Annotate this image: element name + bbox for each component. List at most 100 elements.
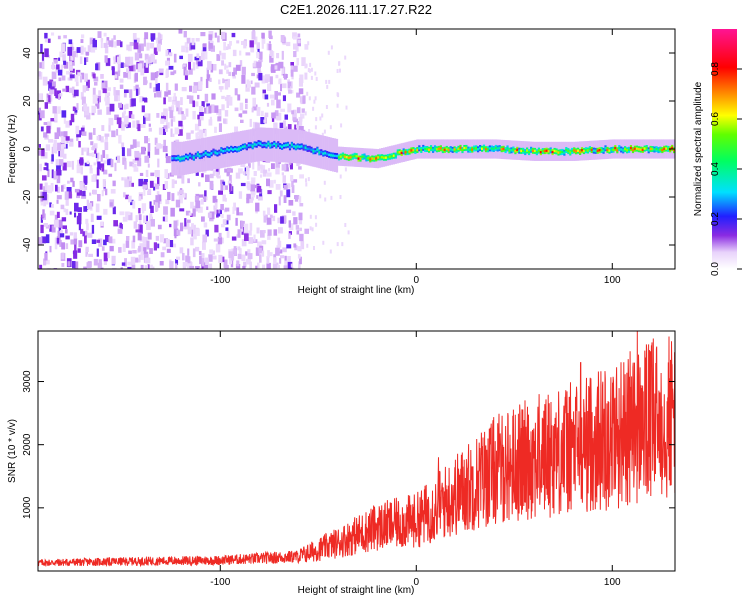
- noise-cell: [306, 91, 309, 96]
- noise-cell: [286, 244, 292, 249]
- ridge-peak-cell: [288, 146, 292, 149]
- noise-cell: [91, 105, 96, 113]
- noise-cell: [281, 164, 287, 171]
- noise-cell: [164, 181, 168, 189]
- noise-cell: [136, 141, 140, 148]
- noise-cell: [122, 243, 126, 252]
- noise-cell: [228, 174, 232, 184]
- noise-cell: [184, 218, 187, 227]
- noise-cell: [142, 97, 147, 102]
- ridge-peak-cell: [608, 149, 611, 152]
- snr-series-line: [38, 331, 675, 568]
- noise-cell: [229, 41, 232, 46]
- noise-cell: [256, 74, 259, 79]
- noise-cell: [138, 214, 142, 220]
- noise-cell: [233, 246, 237, 253]
- noise-cell: [257, 65, 261, 74]
- noise-cell: [88, 253, 93, 257]
- ridge-peak-cell: [512, 148, 515, 151]
- noise-cell: [347, 230, 350, 235]
- noise-cell: [151, 37, 154, 42]
- noise-cell: [84, 176, 88, 185]
- noise-cell: [305, 178, 307, 183]
- noise-cell: [255, 247, 260, 256]
- ridge-peak-cell: [294, 146, 297, 149]
- noise-cell: [146, 42, 150, 51]
- noise-cell: [65, 120, 70, 128]
- noise-cell: [58, 77, 62, 82]
- noise-cell: [218, 109, 222, 118]
- noise-cell: [207, 212, 212, 218]
- ridge-peak-cell: [573, 149, 576, 152]
- noise-cell: [127, 70, 132, 80]
- noise-cell: [222, 181, 226, 187]
- noise-cell: [293, 43, 298, 50]
- ridge-peak-cell: [216, 152, 219, 155]
- noise-cell: [149, 82, 152, 89]
- noise-cell: [147, 264, 150, 269]
- noise-cell: [196, 53, 200, 58]
- x-tick-label: 0: [413, 275, 419, 286]
- noise-cell: [131, 98, 136, 107]
- noise-cell: [82, 85, 86, 93]
- ridge-peak-cell: [373, 157, 376, 160]
- noise-cell: [39, 183, 43, 190]
- noise-cell: [57, 106, 61, 114]
- ridge-peak-cell: [559, 151, 562, 154]
- noise-cell: [209, 116, 212, 126]
- noise-cell: [210, 104, 215, 113]
- noise-cell: [198, 119, 202, 127]
- noise-cell: [235, 172, 241, 179]
- noise-cell: [252, 97, 256, 107]
- ridge-peak-cell: [545, 149, 548, 152]
- noise-cell: [262, 89, 266, 94]
- ridge-peak-cell: [171, 157, 174, 160]
- noise-cell: [48, 139, 53, 143]
- noise-cell: [197, 206, 203, 213]
- noise-cell: [92, 145, 96, 151]
- noise-cell: [56, 211, 60, 218]
- ridge-peak-cell: [435, 148, 439, 151]
- noise-cell: [103, 160, 108, 164]
- noise-cell: [238, 113, 242, 117]
- noise-cell: [253, 234, 256, 242]
- ridge-peak-cell: [455, 149, 458, 152]
- ridge-peak-cell: [265, 144, 268, 147]
- noise-cell: [280, 108, 285, 112]
- noise-cell: [162, 127, 166, 135]
- ridge-peak-cell: [214, 151, 217, 154]
- noise-cell: [298, 196, 302, 203]
- noise-cell: [194, 56, 200, 61]
- noise-cell: [155, 235, 159, 241]
- noise-cell: [201, 52, 205, 61]
- noise-cell: [278, 61, 284, 69]
- noise-cell: [84, 162, 90, 167]
- noise-cell: [336, 69, 339, 73]
- noise-cell: [85, 206, 89, 210]
- noise-cell: [226, 69, 229, 74]
- noise-cell: [105, 235, 110, 242]
- noise-cell: [128, 111, 133, 119]
- noise-cell: [268, 43, 272, 51]
- noise-cell: [49, 88, 54, 95]
- noise-cell: [130, 256, 136, 265]
- noise-cell: [150, 219, 155, 227]
- noise-cell: [75, 125, 80, 135]
- noise-cell: [157, 177, 160, 186]
- ridge-peak-cell: [328, 153, 331, 156]
- noise-cell: [126, 122, 131, 128]
- noise-cell: [81, 147, 84, 156]
- noise-cell: [267, 229, 272, 236]
- noise-cell: [113, 59, 116, 64]
- noise-cell: [40, 214, 44, 219]
- ridge-peak-cell: [449, 147, 452, 151]
- noise-cell: [267, 234, 271, 240]
- noise-cell: [51, 32, 55, 36]
- noise-cell: [165, 199, 170, 205]
- noise-cell: [272, 263, 278, 269]
- noise-cell: [90, 141, 94, 146]
- ridge-peak-cell: [541, 149, 544, 153]
- noise-cell: [163, 125, 168, 129]
